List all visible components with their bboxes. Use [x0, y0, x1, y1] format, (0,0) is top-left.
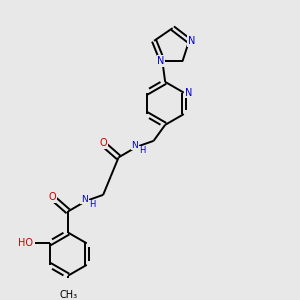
Text: CH₃: CH₃	[59, 290, 77, 300]
Text: O: O	[49, 192, 56, 202]
Text: N: N	[131, 141, 138, 150]
Text: N: N	[81, 195, 88, 204]
Text: H: H	[140, 146, 146, 155]
Text: HO: HO	[18, 238, 33, 248]
Text: O: O	[99, 138, 107, 148]
Text: N: N	[188, 36, 195, 46]
Text: N: N	[157, 56, 165, 66]
Text: N: N	[185, 88, 192, 98]
Text: H: H	[89, 200, 95, 209]
